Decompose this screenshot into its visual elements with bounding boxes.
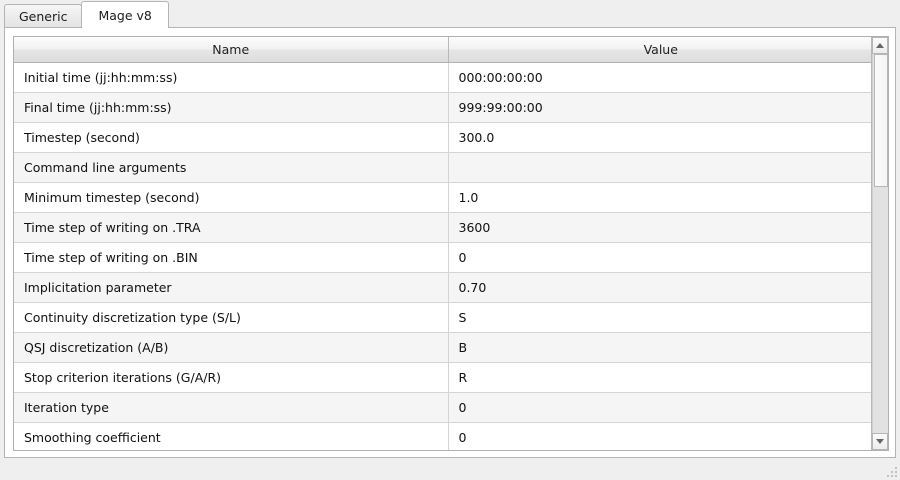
cell-name: Final time (jj:hh:mm:ss) — [14, 92, 449, 123]
cell-name: Continuity discretization type (S/L) — [14, 302, 449, 333]
tab-bar: Generic Mage v8 — [0, 0, 900, 28]
table-row[interactable]: Final time (jj:hh:mm:ss) 999:99:00:00 — [14, 92, 871, 123]
scrollbar-track[interactable] — [872, 54, 888, 433]
table-row[interactable]: Implicitation parameter 0.70 — [14, 272, 871, 303]
table-header: Name Value — [14, 37, 871, 63]
cell-name: Stop criterion iterations (G/A/R) — [14, 362, 449, 393]
cell-value[interactable]: 0.70 — [448, 272, 871, 303]
table-row[interactable]: Smoothing coefficient 0 — [14, 422, 871, 450]
cell-name: Time step of writing on .BIN — [14, 242, 449, 273]
tab-mage-v8[interactable]: Mage v8 — [81, 1, 169, 28]
cell-value[interactable]: 999:99:00:00 — [448, 92, 871, 123]
table-row[interactable]: Timestep (second) 300.0 — [14, 122, 871, 153]
cell-value[interactable]: 0 — [448, 242, 871, 273]
tab-generic[interactable]: Generic — [4, 4, 83, 28]
parameter-table-container: Name Value Initial time (jj:hh:mm:ss) 000… — [13, 36, 889, 451]
table-row[interactable]: Minimum timestep (second) 1.0 — [14, 182, 871, 213]
cell-name: Timestep (second) — [14, 122, 449, 153]
table-body: Initial time (jj:hh:mm:ss) 000:00:00:00 Fi… — [14, 62, 871, 450]
cell-value[interactable]: 0 — [448, 422, 871, 450]
cell-name: Iteration type — [14, 392, 449, 423]
cell-value[interactable]: S — [448, 302, 871, 333]
column-header-name[interactable]: Name — [14, 37, 449, 63]
tab-mage-v8-label: Mage v8 — [98, 7, 152, 23]
triangle-up-icon — [876, 43, 884, 48]
scrollbar-thumb[interactable] — [874, 54, 888, 187]
vertical-scrollbar[interactable] — [871, 37, 888, 450]
cell-name: Initial time (jj:hh:mm:ss) — [14, 62, 449, 93]
triangle-down-icon — [876, 439, 884, 444]
table-header-row: Name Value — [14, 37, 871, 63]
table-viewport: Name Value Initial time (jj:hh:mm:ss) 000… — [14, 37, 871, 450]
scroll-down-button[interactable] — [872, 433, 888, 450]
cell-value[interactable]: B — [448, 332, 871, 363]
cell-name: Command line arguments — [14, 152, 449, 183]
table-row[interactable]: QSJ discretization (A/B) B — [14, 332, 871, 363]
table-row[interactable]: Time step of writing on .TRA 3600 — [14, 212, 871, 243]
scroll-up-button[interactable] — [872, 37, 888, 54]
cell-value[interactable] — [448, 152, 871, 183]
table-row[interactable]: Initial time (jj:hh:mm:ss) 000:00:00:00 — [14, 62, 871, 93]
cell-name: Time step of writing on .TRA — [14, 212, 449, 243]
cell-name: QSJ discretization (A/B) — [14, 332, 449, 363]
cell-value[interactable]: 0 — [448, 392, 871, 423]
tab-content-panel: Name Value Initial time (jj:hh:mm:ss) 000… — [4, 27, 896, 458]
table-row[interactable]: Continuity discretization type (S/L) S — [14, 302, 871, 333]
table-row[interactable]: Time step of writing on .BIN 0 — [14, 242, 871, 273]
cell-value[interactable]: R — [448, 362, 871, 393]
table-row[interactable]: Iteration type 0 — [14, 392, 871, 423]
resize-grip-icon[interactable] — [883, 463, 897, 477]
cell-name: Minimum timestep (second) — [14, 182, 449, 213]
table-row[interactable]: Command line arguments — [14, 152, 871, 183]
parameter-table: Name Value Initial time (jj:hh:mm:ss) 000… — [14, 37, 871, 450]
cell-name: Smoothing coefficient — [14, 422, 449, 450]
cell-value[interactable]: 000:00:00:00 — [448, 62, 871, 93]
column-header-value[interactable]: Value — [448, 37, 871, 63]
table-row[interactable]: Stop criterion iterations (G/A/R) R — [14, 362, 871, 393]
cell-value[interactable]: 300.0 — [448, 122, 871, 153]
cell-name: Implicitation parameter — [14, 272, 449, 303]
cell-value[interactable]: 3600 — [448, 212, 871, 243]
cell-value[interactable]: 1.0 — [448, 182, 871, 213]
tab-generic-label: Generic — [19, 9, 68, 24]
